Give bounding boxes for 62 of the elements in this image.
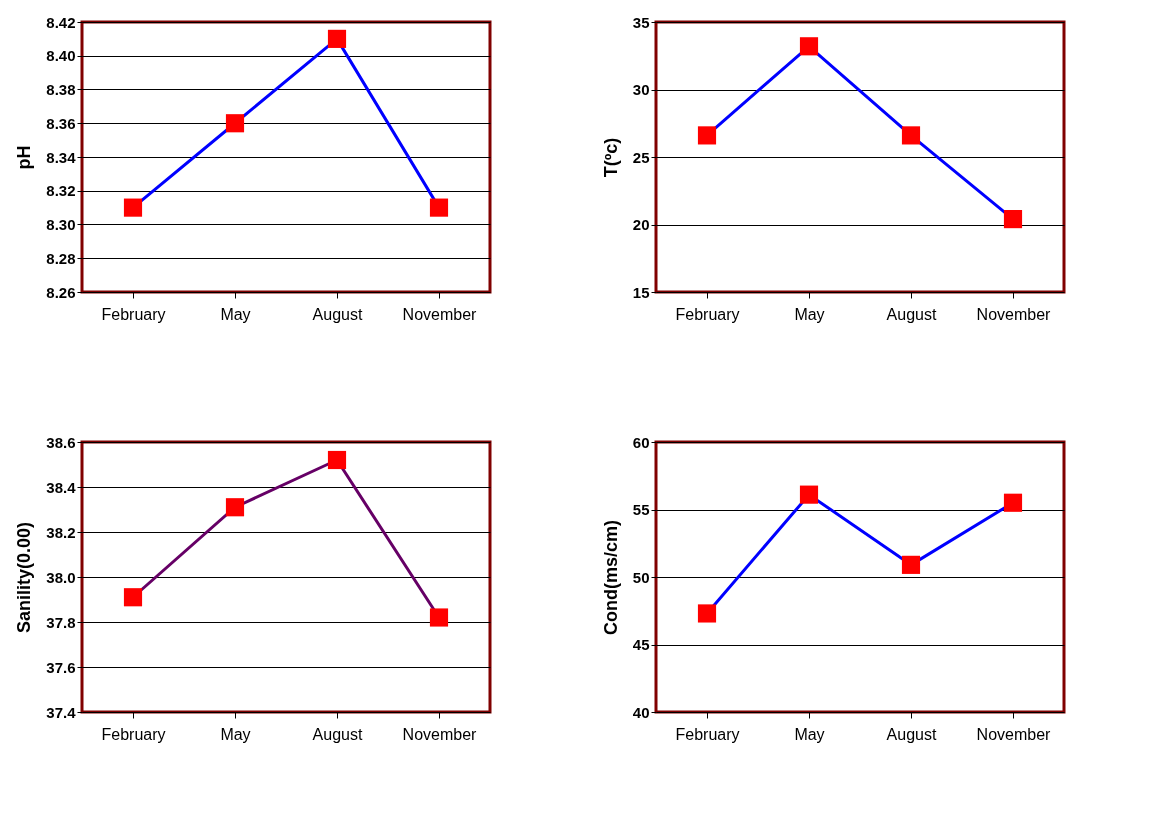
y-tick-label: 8.40 <box>46 47 76 65</box>
point <box>327 450 347 470</box>
y-tick-label: 8.32 <box>46 182 76 200</box>
point <box>123 198 143 217</box>
x-tick-label: February <box>101 305 166 323</box>
y-tick-label: 8.28 <box>46 249 76 267</box>
x-tick-label: November <box>402 305 478 323</box>
y-tick-label: 30 <box>632 81 650 98</box>
y-tick-label: 40 <box>632 703 650 721</box>
x-tick-label: May <box>220 725 251 743</box>
point <box>697 604 717 623</box>
point <box>697 126 717 145</box>
y-tick-label: 8.42 <box>46 13 76 31</box>
point <box>1003 210 1023 229</box>
y-tick-label: 60 <box>632 433 650 451</box>
y-tick-label: 8.36 <box>46 114 76 132</box>
x-tick-label: August <box>886 305 937 323</box>
y-tick-label: 55 <box>632 501 650 518</box>
x-tick-label: February <box>675 305 740 323</box>
y-axis-title: Sanility(0.00) <box>14 521 35 634</box>
point <box>327 29 347 48</box>
point <box>799 37 819 56</box>
y-axis-title: T(ºc) <box>600 137 621 178</box>
point <box>429 198 449 217</box>
x-tick-label: May <box>220 305 251 323</box>
y-tick-label: 38.2 <box>46 523 76 541</box>
y-tick-label: 37.6 <box>46 658 76 676</box>
y-axis-title: pH <box>14 145 35 170</box>
y-tick-label: 37.4 <box>46 703 77 721</box>
x-tick-label: November <box>976 305 1052 323</box>
y-tick-label: 15 <box>632 283 650 301</box>
x-tick-label: May <box>794 305 825 323</box>
x-tick-label: February <box>101 725 166 743</box>
y-tick-label: 50 <box>632 568 650 586</box>
point <box>429 608 449 627</box>
point <box>123 588 143 607</box>
x-tick-label: February <box>675 725 740 743</box>
point <box>225 498 245 517</box>
point <box>901 555 921 574</box>
y-tick-label: 38.0 <box>46 568 76 586</box>
y-tick-label: 38.6 <box>46 433 76 451</box>
point <box>225 114 245 133</box>
point <box>799 485 819 504</box>
y-tick-label: 37.8 <box>46 613 76 631</box>
point <box>901 126 921 145</box>
x-tick-label: May <box>794 725 825 743</box>
y-tick-label: 8.38 <box>46 81 76 98</box>
y-axis-title: Cond(ms/cm) <box>600 519 621 636</box>
x-tick-label: August <box>312 305 363 323</box>
point <box>1003 493 1023 512</box>
x-tick-label: August <box>886 725 937 743</box>
y-tick-label: 8.30 <box>46 216 76 233</box>
y-tick-label: 35 <box>632 13 650 31</box>
y-tick-label: 45 <box>632 636 650 653</box>
y-tick-label: 8.26 <box>46 283 76 301</box>
y-tick-label: 25 <box>632 148 650 166</box>
x-tick-label: November <box>402 725 478 743</box>
y-tick-label: 8.34 <box>46 148 77 166</box>
y-tick-label: 20 <box>632 216 650 233</box>
x-tick-label: August <box>312 725 363 743</box>
x-tick-label: November <box>976 725 1052 743</box>
y-tick-label: 38.4 <box>46 478 77 496</box>
